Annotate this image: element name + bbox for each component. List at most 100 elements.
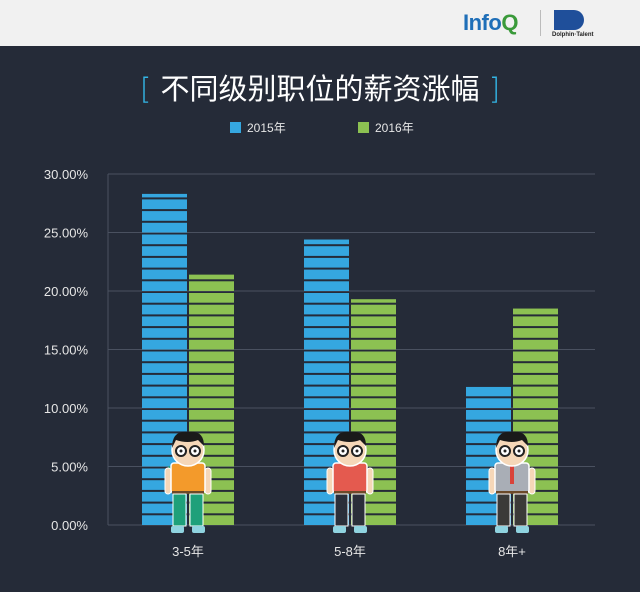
bar-segment [351, 410, 396, 420]
bar-segment [513, 421, 558, 432]
hair [334, 431, 366, 448]
pant-leg [334, 493, 349, 527]
bar-segment [304, 433, 349, 444]
bar-segment [351, 503, 396, 514]
bar-segment [304, 386, 349, 397]
bar-segment [304, 410, 349, 420]
bar-segment [189, 274, 234, 280]
bar-segment [351, 421, 396, 432]
bar-segment [142, 222, 187, 233]
arm [488, 467, 496, 495]
y-tick-label: 15.00% [44, 343, 89, 358]
y-tick-label: 10.00% [44, 401, 89, 416]
bar-segment [142, 328, 187, 338]
bar-segment [513, 374, 558, 385]
bar-segment [189, 515, 234, 525]
bar-segment [304, 246, 349, 256]
bar-segment [304, 503, 349, 514]
bar-1-3 [466, 386, 511, 525]
legend-swatch [230, 122, 241, 133]
x-tick-label: 3-5年 [172, 544, 204, 559]
bar-segment [351, 339, 396, 350]
bar-segment [304, 304, 349, 315]
bar-segment [351, 515, 396, 525]
bar-segment [189, 503, 234, 514]
bar-segment [513, 339, 558, 350]
bar-segment [142, 445, 187, 455]
bar-segment [189, 398, 234, 408]
bar-segment [304, 328, 349, 338]
shirt [170, 462, 206, 494]
bar-segment [351, 456, 396, 467]
bar-segment [513, 410, 558, 420]
bar-segment [304, 491, 349, 502]
hair [172, 431, 204, 448]
bar-segment [189, 316, 234, 327]
bar-segment [189, 374, 234, 385]
bar-segment [142, 398, 187, 408]
bar-segment [142, 363, 187, 373]
y-tick-label: 30.00% [44, 167, 89, 182]
bar-segment [189, 328, 234, 338]
bar-segment [304, 445, 349, 455]
arm [366, 467, 374, 495]
bar-segment [351, 374, 396, 385]
eye [179, 449, 183, 453]
bar-segment [304, 269, 349, 280]
dolphin-talent-logo: Dolphin·Talent [548, 8, 618, 40]
bar-segment [304, 398, 349, 408]
bar-segment [142, 234, 187, 245]
bar-segment [142, 515, 187, 525]
eye [193, 449, 197, 453]
bar-segment [189, 386, 234, 397]
y-tick-label: 0.00% [51, 518, 88, 533]
bar-segment [351, 316, 396, 327]
logo-divider [540, 10, 541, 36]
bar-segment [142, 281, 187, 291]
bar-segment [189, 456, 234, 467]
bar-segment [513, 308, 558, 315]
bar-segment [304, 363, 349, 373]
bar-segment [513, 363, 558, 373]
shoe [171, 526, 184, 533]
bar-1-2 [304, 239, 349, 525]
bar-segment [142, 421, 187, 432]
pant-leg [351, 493, 366, 527]
bar-segment [142, 503, 187, 514]
eye [517, 449, 521, 453]
bar-segment [189, 339, 234, 350]
bar-segment [142, 193, 187, 198]
bar-segment [189, 293, 234, 303]
y-tick-label: 5.00% [51, 460, 88, 475]
bar-segment [189, 445, 234, 455]
shoe [516, 526, 529, 533]
bar-segment [466, 386, 511, 397]
bar-segment [142, 304, 187, 315]
bar-segment [304, 515, 349, 525]
shoe [495, 526, 508, 533]
bar-segment [142, 339, 187, 350]
bar-segment [142, 211, 187, 221]
bar-segment [304, 351, 349, 362]
bar-segment [466, 491, 511, 502]
bar-segment [513, 351, 558, 362]
bar-segment [351, 351, 396, 362]
bar-segment [304, 293, 349, 303]
bar-segment [189, 351, 234, 362]
arm [326, 467, 334, 495]
bar-segment [142, 491, 187, 502]
bar-segment [351, 328, 396, 338]
character-figure [164, 431, 212, 533]
y-tick-label: 25.00% [44, 226, 89, 241]
bar-segment [466, 410, 511, 420]
shirt [332, 462, 368, 494]
bar-segment [142, 351, 187, 362]
bar-segment [466, 515, 511, 525]
bar-segment [142, 293, 187, 303]
bar-segment [142, 257, 187, 268]
bar-segment [189, 281, 234, 291]
bar-segment [304, 257, 349, 268]
bar-segment [513, 398, 558, 408]
bar-segment [513, 386, 558, 397]
bar-segment [304, 316, 349, 327]
